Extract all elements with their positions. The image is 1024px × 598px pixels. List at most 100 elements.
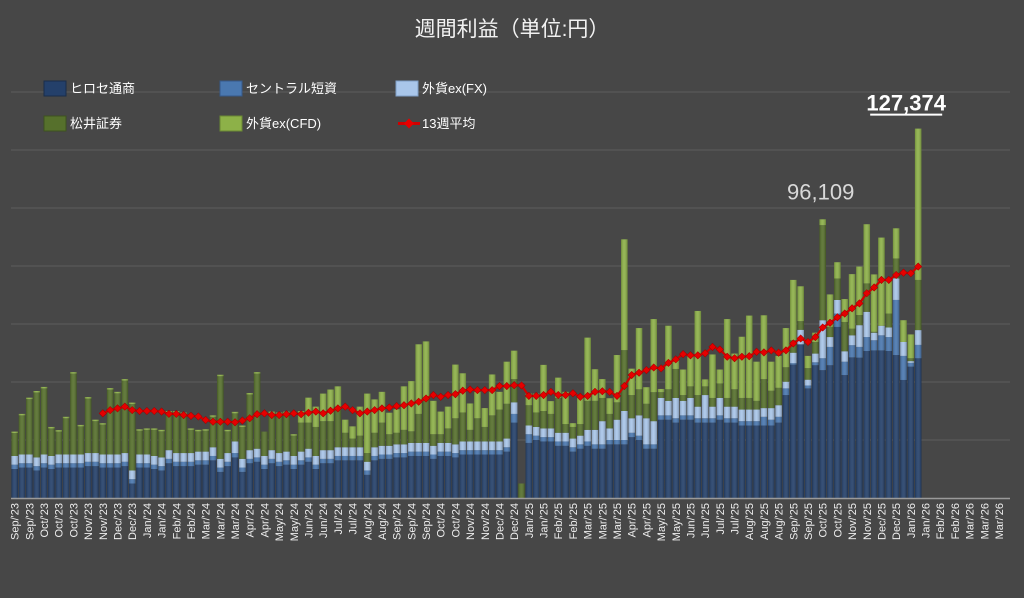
bar-shading — [525, 393, 533, 498]
average-point-marker — [767, 346, 776, 355]
legend-label-matsui: 松井証券 — [70, 116, 122, 131]
bar-shading — [11, 431, 18, 498]
bar-stack — [195, 429, 202, 498]
x-tick-label: Jul/'24 — [348, 503, 360, 534]
x-tick-label: Sep/'24 — [392, 503, 404, 540]
bar-stack — [334, 386, 342, 498]
bar-stack — [62, 416, 70, 498]
average-point-marker — [664, 358, 673, 367]
x-tick-label: Oct/'23 — [39, 503, 51, 538]
bar-stack — [275, 412, 283, 498]
bar-shading — [371, 399, 378, 498]
average-point-marker — [745, 352, 754, 361]
bar-shading — [239, 425, 246, 498]
average-point-marker — [157, 407, 166, 416]
bar-stack — [826, 294, 834, 498]
bar-stack — [106, 388, 114, 498]
x-tick-label: Jan/'26 — [921, 503, 933, 538]
average-point-marker — [899, 268, 908, 277]
bar-shading — [503, 361, 511, 498]
x-tick-label: May/'24 — [274, 503, 286, 541]
bar-shading — [341, 419, 349, 498]
average-point-marker — [576, 392, 585, 401]
bar-shading — [415, 344, 422, 498]
bar-stack — [341, 419, 349, 498]
x-tick-label: Mar/'25 — [612, 503, 624, 539]
average-point-marker — [201, 415, 210, 425]
x-tick-label: May/'24 — [289, 503, 301, 541]
bar-shading — [400, 386, 408, 498]
x-tick-label: Sep/'24 — [421, 503, 433, 540]
legend-label-13week-average: 13週平均 — [422, 116, 475, 131]
average-point-marker — [679, 350, 688, 359]
bar-stack — [173, 411, 180, 498]
x-tick-label: Nov/'25 — [862, 503, 874, 540]
average-point-marker — [451, 390, 460, 399]
average-point-marker — [311, 407, 320, 416]
bar-shading — [907, 334, 915, 498]
average-point-marker — [642, 366, 651, 375]
average-point-marker — [796, 334, 805, 343]
bar-stack — [716, 369, 724, 498]
bar-shading — [77, 424, 85, 498]
bar-stack — [209, 415, 217, 498]
bar-stack — [731, 353, 738, 498]
x-tick-label: Jul/'25 — [730, 503, 742, 534]
average-point-marker — [407, 399, 416, 408]
bar-stack — [430, 400, 437, 498]
bar-shading — [275, 412, 283, 498]
average-point-marker — [429, 391, 438, 400]
legend-swatch-cfd — [219, 115, 243, 132]
x-tick-label: Apr/'24 — [259, 503, 271, 538]
average-point-marker — [282, 410, 291, 419]
average-point-marker — [164, 409, 173, 418]
x-tick-label: Feb/'25 — [553, 503, 565, 539]
bar-stack — [136, 429, 143, 498]
legend-item-cfd: 外貨ex(CFD) — [219, 115, 321, 132]
bar-stack — [657, 388, 665, 498]
bar-stack — [804, 355, 812, 498]
bar-stack — [812, 332, 819, 498]
x-tick-label: Apr/'24 — [245, 503, 257, 538]
bar-stack — [738, 336, 746, 498]
chart-title: 週間利益（単位:円） — [415, 18, 610, 41]
bar-stack — [650, 319, 658, 498]
x-tick-label: Jan/'26 — [906, 503, 918, 538]
average-point-marker — [840, 309, 849, 318]
bar-stack — [907, 334, 915, 498]
bar-stack — [672, 357, 680, 498]
bar-stack — [114, 391, 121, 498]
x-tick-label: Nov/'23 — [98, 503, 110, 540]
bar-stack — [408, 381, 415, 498]
x-tick-label: Oct/'25 — [818, 503, 830, 538]
bar-shading — [121, 379, 129, 498]
bar-shading — [128, 402, 136, 498]
bar-stack — [870, 274, 878, 498]
bar-stack — [187, 428, 195, 498]
bar-shading — [217, 374, 224, 498]
bar-stack — [231, 411, 239, 498]
bar-shading — [628, 368, 635, 498]
bar-stack — [885, 279, 893, 498]
x-tick-label: Nov/'23 — [83, 503, 95, 540]
bar-shading — [496, 391, 503, 498]
bar-stack — [532, 393, 540, 498]
bar-shading — [731, 353, 738, 498]
x-tick-label: Apr/'25 — [641, 503, 653, 538]
bar-shading — [474, 391, 481, 498]
bar-shading — [378, 391, 386, 498]
average-point-marker — [723, 352, 732, 361]
bar-shading — [606, 398, 613, 498]
bar-shading — [797, 286, 804, 498]
bar-stack — [760, 315, 768, 498]
x-tick-label: Jan/'24 — [157, 503, 169, 538]
average-point-marker — [759, 348, 768, 357]
average-point-marker — [172, 409, 181, 418]
average-point-marker — [150, 406, 159, 416]
bar-stack — [628, 368, 635, 498]
x-tick-label: Feb/'26 — [950, 503, 962, 539]
bar-shading — [613, 355, 621, 498]
bar-stack — [297, 411, 305, 498]
bar-shading — [510, 350, 518, 498]
